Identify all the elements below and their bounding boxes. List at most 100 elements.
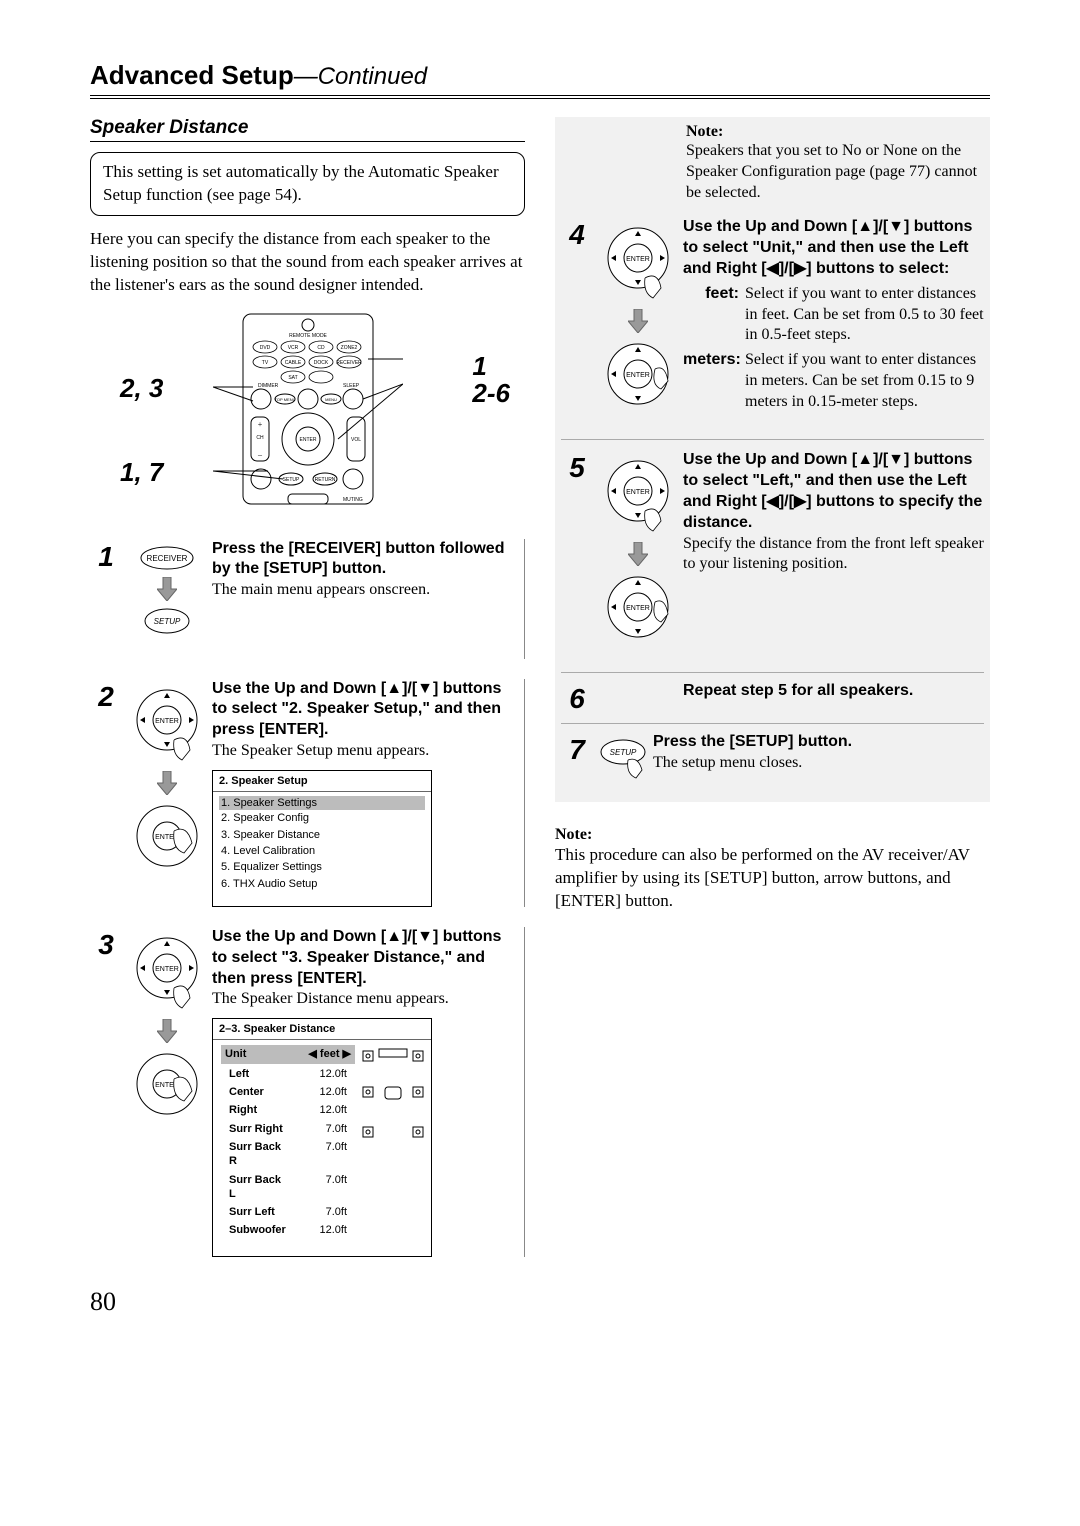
- setup-button-icon: SETUP: [598, 738, 648, 780]
- svg-text:ENTER: ENTER: [155, 718, 179, 725]
- svg-text:RECEIVER: RECEIVER: [147, 554, 188, 563]
- svg-text:CD: CD: [317, 345, 325, 351]
- callout-right: 1 2-6: [472, 353, 510, 408]
- menu-item: 3. Speaker Distance: [219, 827, 425, 843]
- step-1-bold: Press the [RECEIVER] button followed by …: [212, 540, 504, 578]
- info-box: This setting is set automatically by the…: [90, 152, 525, 216]
- step-4: 4 ENTER ENTER Use the Up and Down [▲]/[▼…: [561, 217, 984, 439]
- step-3-num: 3: [90, 927, 122, 961]
- feet-label: feet:: [683, 284, 745, 346]
- svg-text:RETURN: RETURN: [314, 477, 335, 483]
- speaker-distance-menu: 2–3. Speaker Distance Unit◀ feet ▶ Left1…: [212, 1018, 432, 1257]
- page-number: 80: [90, 1287, 990, 1317]
- arrow-down-icon: [157, 771, 177, 795]
- meters-text: Select if you want to enter distances in…: [745, 350, 984, 412]
- arrow-down-icon: [157, 577, 177, 601]
- step-3-bold: Use the Up and Down [▲]/[▼] buttons to s…: [212, 928, 501, 987]
- unit-value: ◀ feet ▶: [306, 1046, 353, 1062]
- right-steps-panel: Note: Speakers that you set to No or Non…: [555, 117, 990, 802]
- enter-dial-icon: ENTER: [603, 339, 673, 419]
- arrow-down-icon: [157, 1019, 177, 1043]
- enter-dial-icon: ENTER: [603, 456, 673, 536]
- arrow-down-icon: [628, 542, 648, 566]
- step-6-bold: Repeat step 5 for all speakers.: [683, 682, 913, 699]
- menu-title: 2–3. Speaker Distance: [213, 1019, 431, 1039]
- title-continued: —Continued: [294, 63, 427, 90]
- step-3-text: The Speaker Distance menu appears.: [212, 990, 449, 1007]
- unit-label: Unit: [223, 1046, 306, 1062]
- step-2: 2 ENTER ENTER Use the Up and Down [▲]/[▼…: [90, 679, 525, 907]
- note-label: Note:: [686, 123, 723, 140]
- step-7-bold: Press the [SETUP] button.: [653, 733, 852, 750]
- svg-text:SAT: SAT: [288, 375, 297, 381]
- svg-text:ENTER: ENTER: [626, 489, 650, 496]
- menu-item: 6. THX Audio Setup: [219, 876, 425, 892]
- dist-row: Surr Right7.0ft: [223, 1120, 353, 1138]
- note-text: Speakers that you set to No or None on t…: [686, 142, 977, 201]
- svg-text:ENTER: ENTER: [299, 437, 316, 443]
- bottom-note-text: This procedure can also be performed on …: [555, 845, 970, 910]
- svg-text:DIMMER: DIMMER: [258, 383, 279, 389]
- enter-dial-icon: ENTER: [603, 572, 673, 652]
- step-6: 6 Repeat step 5 for all speakers.: [561, 672, 984, 723]
- step-4-num: 4: [561, 217, 593, 251]
- setup-button-icon: SETUP: [142, 607, 192, 635]
- svg-text:ENTER: ENTER: [155, 966, 179, 973]
- menu-item: 5. Equalizer Settings: [219, 859, 425, 875]
- enter-dial-icon: ENTER: [132, 685, 202, 765]
- callout-2-3: 2, 3: [120, 373, 163, 404]
- intro-text: Here you can specify the distance from e…: [90, 228, 525, 297]
- dist-row: Left12.0ft: [223, 1065, 353, 1083]
- title-main: Advanced Setup: [90, 60, 294, 90]
- menu-item: 1. Speaker Settings: [219, 796, 425, 810]
- step-3: 3 ENTER ENTER Use the Up and Down [▲]/[▼…: [90, 927, 525, 1257]
- remote-figure: 2, 3 1, 7 1 2-6 REMOTE MODE DVD VCR CD: [90, 309, 525, 514]
- receiver-button-icon: RECEIVER: [139, 545, 195, 571]
- enter-dial-icon: ENTER: [603, 223, 673, 303]
- step-7-text: The setup menu closes.: [653, 754, 802, 771]
- speaker-setup-menu: 2. Speaker Setup 1. Speaker Settings 2. …: [212, 770, 432, 907]
- svg-text:DOCK: DOCK: [313, 360, 328, 366]
- feet-text: Select if you want to enter distances in…: [745, 284, 984, 346]
- svg-text:CH: CH: [256, 435, 264, 441]
- step-5-num: 5: [561, 450, 593, 484]
- step-4-bold: Use the Up and Down [▲]/[▼] buttons to s…: [683, 218, 972, 277]
- svg-text:SETUP: SETUP: [610, 748, 637, 757]
- enter-dial-icon: ENTER: [132, 1049, 202, 1129]
- dist-row: Subwoofer12.0ft: [223, 1221, 353, 1239]
- svg-text:ENTER: ENTER: [626, 256, 650, 263]
- step-2-text: The Speaker Setup menu appears.: [212, 742, 429, 759]
- svg-text:TV: TV: [261, 360, 268, 366]
- step-7-num: 7: [561, 732, 593, 766]
- svg-text:–: –: [257, 450, 263, 459]
- callout-1: 1: [472, 353, 510, 380]
- step-1: 1 RECEIVER SETUP Press the [RECEIVER] bu…: [90, 539, 525, 659]
- bottom-note-label: Note:: [555, 826, 592, 843]
- room-layout-icon: [361, 1045, 425, 1145]
- svg-text:+: +: [257, 420, 262, 429]
- menu-item: 4. Level Calibration: [219, 843, 425, 859]
- callout-2-6: 2-6: [472, 380, 510, 407]
- svg-text:SETUP: SETUP: [154, 617, 181, 626]
- dist-row: Surr Left7.0ft: [223, 1203, 353, 1221]
- svg-text:DVD: DVD: [259, 345, 270, 351]
- step-1-num: 1: [90, 539, 122, 573]
- dist-row: Surr Back L7.0ft: [223, 1171, 353, 1204]
- callout-1-7: 1, 7: [120, 457, 163, 488]
- svg-text:REMOTE MODE: REMOTE MODE: [289, 333, 327, 339]
- dist-row: Right12.0ft: [223, 1101, 353, 1119]
- arrow-down-icon: [628, 309, 648, 333]
- menu-title: 2. Speaker Setup: [213, 771, 431, 791]
- step-5-text: Specify the distance from the front left…: [683, 535, 984, 573]
- svg-text:VCR: VCR: [287, 345, 298, 351]
- svg-text:SETUP: SETUP: [282, 477, 299, 483]
- step-6-num: 6: [561, 681, 593, 715]
- svg-text:ENTER: ENTER: [626, 605, 650, 612]
- remote-diagram-icon: REMOTE MODE DVD VCR CD ZONE2 TV CABLE DO…: [213, 309, 403, 509]
- svg-text:SLEEP: SLEEP: [343, 383, 360, 389]
- section-heading: Speaker Distance: [90, 117, 525, 142]
- svg-text:TOP MENU: TOP MENU: [274, 397, 295, 402]
- svg-text:RECEIVER: RECEIVER: [336, 360, 362, 366]
- page-title: Advanced Setup—Continued: [90, 60, 990, 99]
- enter-dial-icon: ENTER: [132, 801, 202, 881]
